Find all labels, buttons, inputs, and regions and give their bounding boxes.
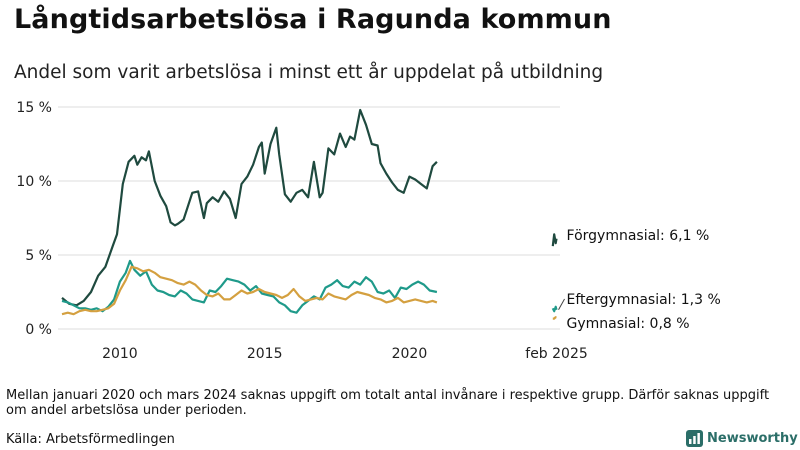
series-tail-gymnasial: [552, 316, 557, 320]
series-line-gymnasial: [61, 265, 438, 316]
y-tick-label: 15 %: [16, 100, 52, 116]
series-line-eftergymnasial: [61, 259, 438, 314]
source-text: Källa: Arbetsförmedlingen: [6, 432, 175, 447]
y-axis-ticks: 0 % 5 % 10 % 15 %: [16, 100, 52, 338]
series-line-förgymnasial: [61, 108, 438, 307]
x-tick-label: 2015: [247, 346, 283, 362]
footnote: Mellan januari 2020 och mars 2024 saknas…: [6, 388, 770, 418]
end-label-eftergymnasial: Eftergymnasial: 1,3 %: [567, 292, 721, 308]
brand-logo: Newsworthy: [686, 430, 798, 447]
end-labels: Förgymnasial: 6,1 % Eftergymnasial: 1,3 %…: [558, 228, 721, 332]
x-tick-label: 2020: [392, 346, 428, 362]
end-label-förgymnasial: Förgymnasial: 6,1 %: [567, 228, 710, 244]
series-tail-eftergymnasial: [551, 305, 558, 313]
end-label-gymnasial: Gymnasial: 0,8 %: [567, 316, 690, 332]
series-lines: [61, 108, 558, 320]
end-label-connector: [558, 298, 565, 311]
chart-title: Långtidsarbetslösa i Ragunda kommun: [14, 4, 612, 35]
y-tick-label: 10 %: [16, 174, 52, 190]
grid-lines: [58, 106, 560, 330]
y-tick-label: 5 %: [25, 248, 52, 264]
x-axis-ticks: 2010 2015 2020 feb 2025: [102, 346, 588, 362]
chart-subtitle: Andel som varit arbetslösa i minst ett å…: [14, 62, 604, 83]
brand-name: Newsworthy: [707, 431, 798, 446]
series-tail-förgymnasial: [551, 233, 558, 247]
x-tick-label: feb 2025: [525, 346, 588, 362]
newsworthy-logo-icon: [686, 430, 703, 447]
y-tick-label: 0 %: [25, 322, 52, 338]
line-chart: 0 % 5 % 10 % 15 % 2010 2015 2020 feb 2025 Förg…: [16, 100, 721, 362]
x-tick-label: 2010: [102, 346, 138, 362]
